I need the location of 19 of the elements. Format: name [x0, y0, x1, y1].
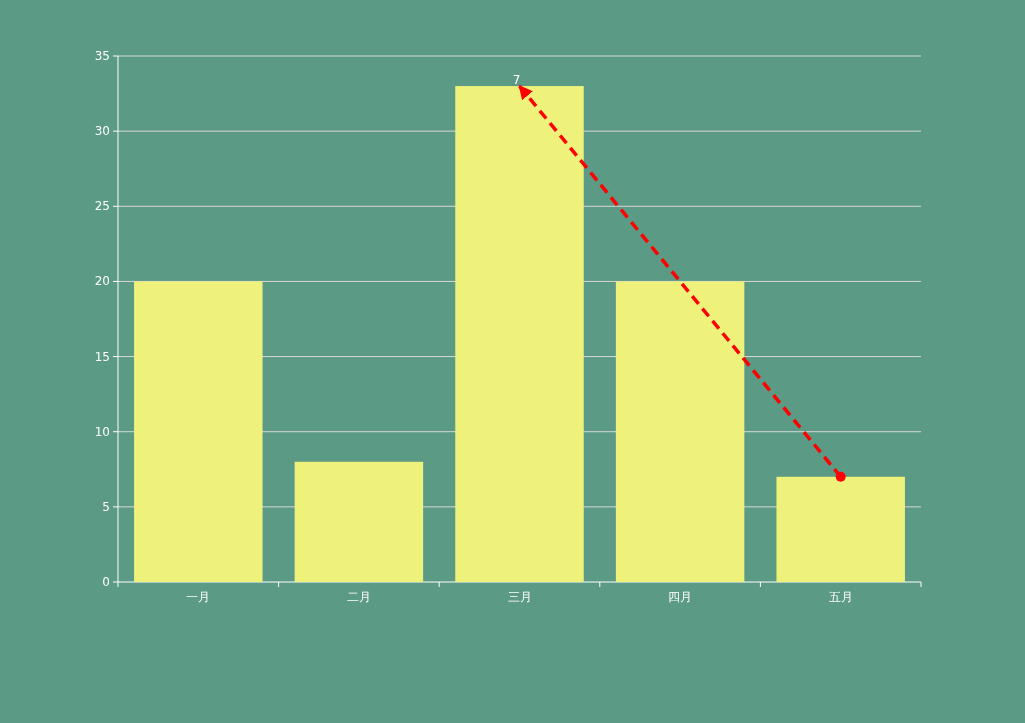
y-tick-label: 0 [102, 575, 110, 589]
y-tick-label: 15 [94, 349, 110, 364]
x-tick-label: 一月 [186, 590, 211, 604]
x-tick-label: 二月 [346, 590, 371, 604]
annotation: 7 [512, 73, 521, 88]
y-tick-label: 20 [94, 274, 110, 289]
y-tick-label: 5 [102, 499, 110, 514]
x-tick-label: 五月 [828, 590, 853, 604]
bar [294, 461, 424, 582]
y-tick-label: 35 [94, 49, 110, 63]
x-tick-label: 三月 [507, 590, 532, 604]
y-tick-label: 10 [94, 424, 110, 439]
bar [615, 281, 745, 582]
y-tick-label: 25 [94, 199, 110, 214]
y-tick-label: 30 [94, 124, 110, 139]
bar [134, 281, 263, 582]
x-tick-label: 四月 [668, 590, 693, 604]
bar [455, 86, 584, 582]
bar [776, 476, 905, 582]
